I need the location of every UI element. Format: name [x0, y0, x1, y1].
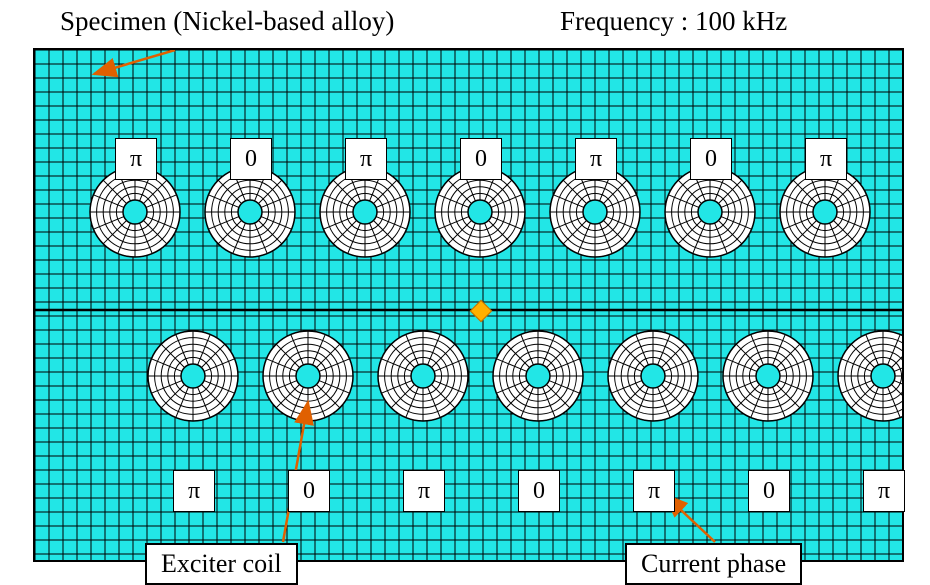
phase-box: π	[403, 470, 445, 512]
phase-box: π	[173, 470, 215, 512]
phase-box: 0	[690, 138, 732, 180]
phase-box: π	[805, 138, 847, 180]
mesh-area: Exciter coil Current phase π0π0π0ππ0π0π0…	[33, 48, 904, 562]
phase-box: π	[633, 470, 675, 512]
phase-box: 0	[748, 470, 790, 512]
phase-box: 0	[288, 470, 330, 512]
frequency-label: Frequency : 100 kHz	[560, 6, 787, 37]
phase-box: 0	[518, 470, 560, 512]
phase-box: 0	[460, 138, 502, 180]
phase-box: π	[863, 470, 905, 512]
phase-box: π	[345, 138, 387, 180]
phase-box: 0	[230, 138, 272, 180]
current-phase-callout: Current phase	[625, 543, 802, 585]
header-labels: Specimen (Nickel-based alloy) Frequency …	[0, 0, 930, 48]
specimen-label: Specimen (Nickel-based alloy)	[60, 6, 394, 37]
phase-box: π	[575, 138, 617, 180]
exciter-coil-callout: Exciter coil	[145, 543, 298, 585]
phase-box: π	[115, 138, 157, 180]
